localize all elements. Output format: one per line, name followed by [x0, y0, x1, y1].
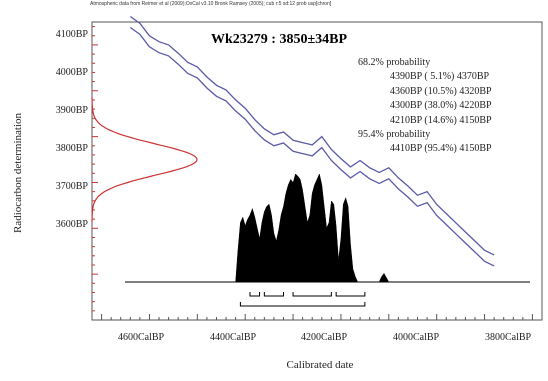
range-line: 4410BP (95.4%) 4150BP	[390, 143, 492, 155]
y-tick-label: 3600BP	[55, 219, 88, 230]
range-heading-95: 95.4% probability	[358, 129, 431, 141]
y-tick-label: 3700BP	[55, 181, 88, 192]
calibrated-distribution	[235, 173, 394, 283]
x-axis-label: Calibrated date	[286, 359, 354, 371]
y-tick-label: 3800BP	[55, 143, 88, 154]
range-bracket	[263, 292, 284, 297]
range-bracket	[239, 302, 366, 307]
x-tick-label: 4200CalBP	[301, 332, 348, 343]
range-line: 4360BP (10.5%) 4320BP	[390, 85, 492, 97]
radiocarbon-distribution	[91, 97, 198, 222]
calibration-curve-upper	[129, 15, 495, 256]
x-tick-label: 3800CalBP	[485, 332, 532, 343]
y-tick-label: 4100BP	[55, 29, 88, 40]
range-bracket	[249, 292, 261, 297]
range-line: 4390BP ( 5.1%) 4370BP	[390, 71, 490, 83]
probability-ranges: 68.2% probability 4390BP ( 5.1%) 4370BP …	[358, 56, 492, 157]
y-tick-label: 3900BP	[55, 105, 88, 116]
range-line: 4300BP (38.0%) 4220BP	[390, 100, 492, 112]
range-bracket	[335, 292, 366, 297]
header-note: Atmospheric data from Reimer et al (2009…	[90, 1, 332, 7]
x-tick-label: 4000CalBP	[393, 332, 440, 343]
chart-title: Wk23279 : 3850±34BP	[211, 32, 348, 47]
y-tick-label: 4000BP	[55, 67, 88, 78]
x-tick-label: 4400CalBP	[210, 332, 257, 343]
y-axis-label: Radiocarbon determination	[12, 112, 24, 234]
range-line: 4210BP (14.6%) 4150BP	[390, 114, 492, 126]
x-tick-label: 4600CalBP	[118, 332, 165, 343]
calibration-curve-lower	[129, 26, 495, 267]
plot-frame	[91, 21, 543, 321]
range-heading-68: 68.2% probability	[358, 57, 431, 68]
range-bracket	[292, 292, 332, 297]
